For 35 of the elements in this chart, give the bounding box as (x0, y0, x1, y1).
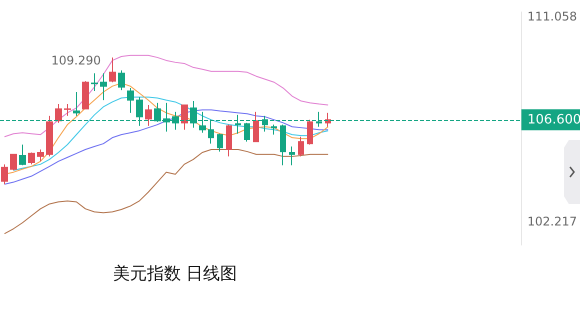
text: 美元指数 日线图 (112, 263, 238, 285)
candlestick (28, 152, 35, 165)
candlestick (253, 111, 259, 142)
candlestick (37, 148, 44, 162)
y-tick-label: 102.217 (527, 214, 577, 228)
candlestick (55, 104, 62, 124)
candlestick (91, 72, 98, 92)
candlestick (280, 124, 286, 166)
candlestick (226, 124, 232, 157)
line-series (4, 109, 329, 185)
candlestick (19, 144, 26, 166)
candlestick (109, 56, 116, 83)
candlestick (64, 104, 71, 116)
candlestick (307, 119, 313, 146)
candlestick (145, 104, 152, 126)
line-series (4, 148, 329, 234)
candlestick (46, 115, 53, 157)
candlestick (73, 91, 80, 116)
candlestick (271, 124, 277, 136)
line-series (4, 54, 329, 138)
line-series (12, 96, 329, 171)
candlestick (289, 146, 295, 166)
ref-line-label: 106.600 (527, 112, 580, 128)
candlestick (118, 70, 125, 91)
candlestick (127, 88, 134, 114)
candlestick (181, 104, 188, 130)
candlestick (82, 80, 89, 110)
candlestick (217, 133, 223, 152)
candlestick (100, 72, 107, 101)
candlestick (244, 122, 250, 142)
candlestick (10, 153, 17, 171)
candlestick (1, 164, 8, 185)
annotation: 109.290 (51, 53, 101, 68)
candlestick (298, 136, 304, 157)
y-tick-label: 111.058 (527, 9, 577, 24)
